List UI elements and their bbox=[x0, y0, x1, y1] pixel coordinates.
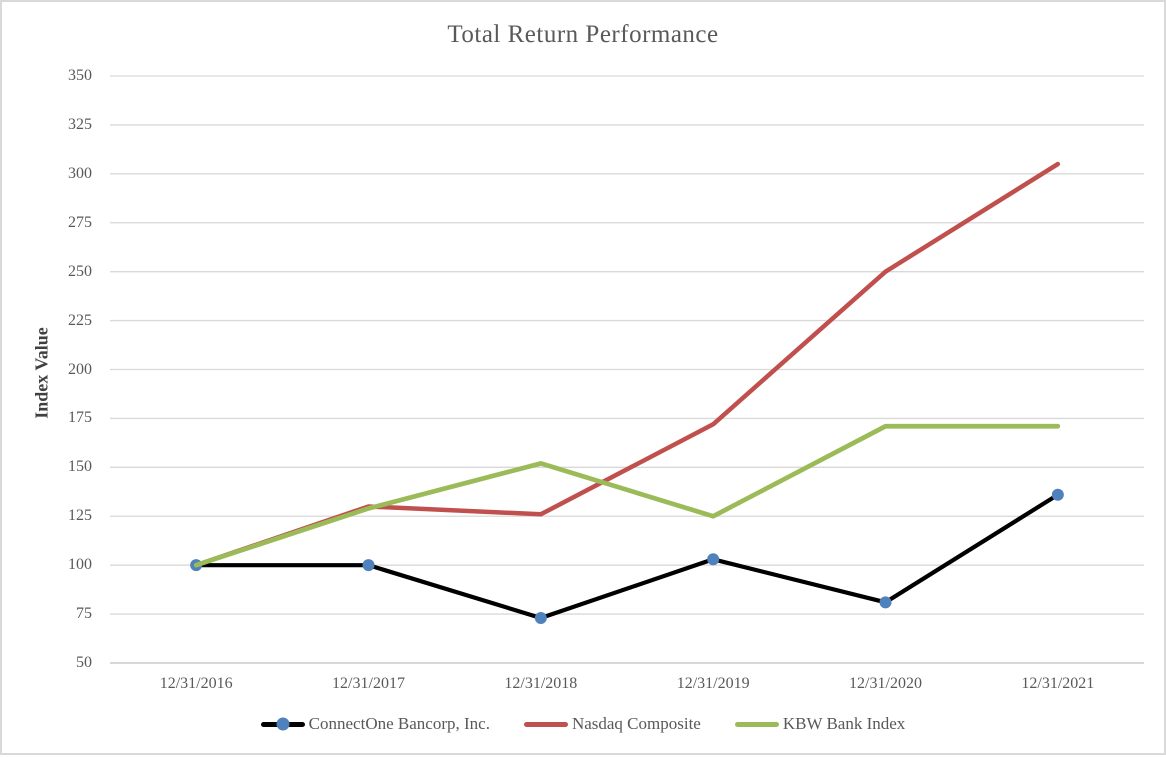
nasdaq-line-swatch-icon bbox=[523, 721, 568, 727]
y-tick-label: 50 bbox=[76, 654, 92, 671]
legend-item-connectone: ConnectOne Bancorp, Inc. bbox=[260, 714, 490, 734]
y-tick-label: 225 bbox=[68, 311, 92, 329]
y-tick-label: 250 bbox=[68, 262, 92, 280]
data-point-marker bbox=[534, 611, 547, 624]
y-tick-label: 75 bbox=[76, 605, 92, 623]
gridlines bbox=[110, 75, 1144, 664]
series-line-0 bbox=[194, 492, 1060, 621]
y-tick-label: 200 bbox=[68, 360, 92, 378]
kbw-line-swatch-icon bbox=[734, 721, 779, 727]
data-point-marker bbox=[1051, 488, 1064, 501]
y-tick-label: 175 bbox=[68, 409, 92, 427]
legend-item-kbw: KBW Bank Index bbox=[734, 714, 906, 734]
x-tick-label: 12/31/2019 bbox=[676, 675, 750, 692]
x-tick-label: 12/31/2016 bbox=[159, 675, 233, 692]
chart-title: Total Return Performance bbox=[447, 21, 719, 48]
y-tick-label: 325 bbox=[68, 115, 92, 133]
series-line-1 bbox=[193, 161, 1061, 568]
y-tick-label: 300 bbox=[68, 164, 92, 182]
legend-label-nasdaq: Nasdaq Composite bbox=[571, 714, 701, 733]
legend-label-connectone: ConnectOne Bancorp, Inc. bbox=[308, 714, 490, 733]
connectone-line-swatch-icon bbox=[260, 717, 305, 731]
x-tick-label: 12/31/2021 bbox=[1021, 675, 1095, 692]
y-tick-label: 350 bbox=[68, 67, 92, 84]
x-tick-label: 12/31/2020 bbox=[849, 675, 922, 692]
y-tick-label: 125 bbox=[68, 507, 92, 525]
legend: ConnectOne Bancorp, Inc. Nasdaq Composit… bbox=[2, 714, 1164, 734]
data-point-marker bbox=[879, 596, 892, 609]
y-tick-label: 100 bbox=[68, 556, 92, 574]
data-point-marker bbox=[707, 553, 720, 566]
y-tick-label: 150 bbox=[68, 458, 92, 476]
legend-label-kbw: KBW Bank Index bbox=[782, 714, 906, 733]
data-point-marker bbox=[362, 559, 375, 572]
y-tick-label: 275 bbox=[68, 213, 92, 231]
x-tick-label: 12/31/2017 bbox=[332, 675, 405, 692]
x-tick-label: 12/31/2018 bbox=[504, 675, 578, 692]
connectone-marker-icon bbox=[276, 717, 290, 731]
legend-item-nasdaq: Nasdaq Composite bbox=[523, 714, 701, 734]
series-line-2 bbox=[193, 423, 1061, 568]
